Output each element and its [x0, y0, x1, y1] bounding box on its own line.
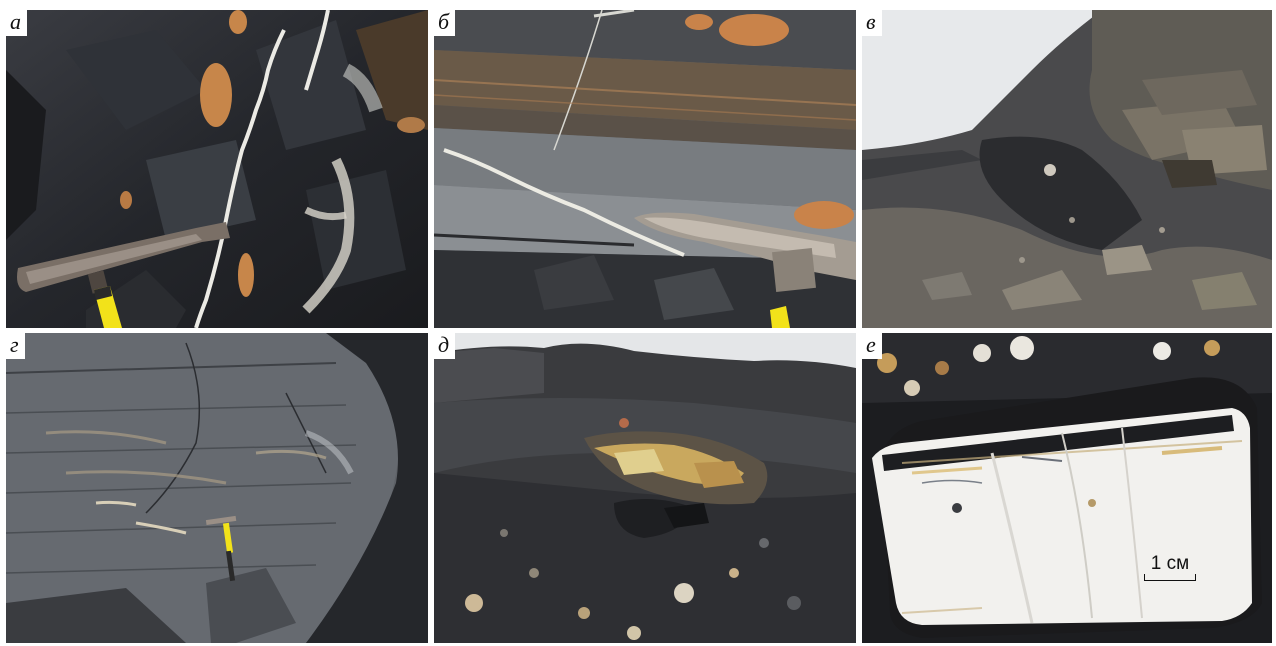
quartz-block-photo: [862, 333, 1272, 643]
panel-label-g: г: [6, 333, 25, 359]
photo-panel-e: е 1 см: [862, 333, 1272, 643]
dipping-shale-beds-photo: [434, 10, 856, 328]
panel-label-b: б: [434, 10, 456, 36]
photo-panel-v: в: [862, 10, 1272, 328]
panel-label-d: д: [434, 333, 456, 359]
photo-panel-b: б: [434, 10, 856, 328]
photo-panel-g: г: [6, 333, 428, 643]
photo-panel-a: а: [6, 10, 428, 328]
panel-label-a: а: [6, 10, 27, 36]
scale-bar-label: 1 см: [1150, 553, 1190, 574]
scale-bar-line: [1144, 574, 1196, 581]
talus-slope-photo: [434, 333, 856, 643]
photo-panel-d: д: [434, 333, 856, 643]
grey-shale-outcrop-photo: [6, 333, 428, 643]
scale-bar: 1 см: [1144, 554, 1196, 581]
panel-label-e: е: [862, 333, 882, 359]
black-shale-veinlets-photo: [6, 10, 428, 328]
scree-slope-outcrop-photo: [862, 10, 1272, 328]
panel-label-v: в: [862, 10, 882, 36]
